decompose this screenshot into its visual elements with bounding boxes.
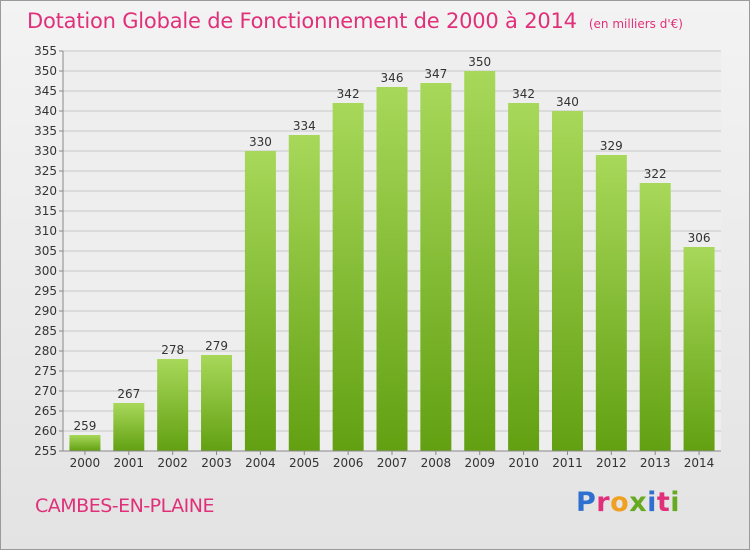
- data-label: 259: [73, 419, 96, 433]
- bar: [69, 435, 101, 451]
- y-tick-label: 350: [34, 64, 57, 78]
- data-label: 329: [600, 139, 623, 153]
- logo-letter: t: [656, 487, 671, 518]
- x-tick-label: 2009: [464, 456, 495, 470]
- data-label: 342: [512, 87, 535, 101]
- logo-letter: i: [647, 487, 657, 518]
- data-label: 340: [556, 95, 579, 109]
- x-tick-label: 2006: [333, 456, 364, 470]
- y-tick-label: 305: [34, 244, 57, 258]
- y-tick-label: 270: [34, 384, 57, 398]
- logo-letter: i: [670, 487, 681, 518]
- bar: [639, 183, 671, 451]
- y-tick-label: 280: [34, 344, 57, 358]
- bar: [464, 71, 496, 451]
- logo-letter: x: [629, 487, 648, 518]
- y-tick-label: 285: [34, 324, 57, 338]
- chart-subtitle: (en milliers d'€): [588, 17, 683, 31]
- bar: [113, 403, 145, 451]
- y-tick-label: 320: [34, 184, 57, 198]
- x-tick-label: 2001: [114, 456, 145, 470]
- bar: [157, 359, 189, 451]
- y-tick-label: 310: [34, 224, 57, 238]
- chart-title-row: Dotation Globale de Fonctionnement de 20…: [27, 9, 683, 33]
- logo-letter: r: [596, 487, 611, 518]
- bar: [201, 355, 233, 451]
- data-label: 347: [424, 67, 447, 81]
- y-tick-label: 265: [34, 404, 57, 418]
- data-label: 279: [205, 339, 228, 353]
- y-tick-label: 355: [34, 44, 57, 58]
- bar: [332, 103, 364, 451]
- logo-letter: P: [576, 487, 597, 518]
- chart-title: Dotation Globale de Fonctionnement de 20…: [27, 9, 577, 33]
- y-tick-label: 325: [34, 164, 57, 178]
- data-label: 306: [688, 231, 711, 245]
- y-tick-label: 335: [34, 124, 57, 138]
- data-label: 350: [468, 55, 491, 69]
- x-tick-label: 2014: [684, 456, 715, 470]
- bar: [288, 135, 320, 451]
- data-label: 267: [117, 387, 140, 401]
- x-tick-label: 2007: [377, 456, 408, 470]
- y-tick-label: 290: [34, 304, 57, 318]
- y-tick-label: 345: [34, 84, 57, 98]
- bar: [683, 247, 715, 451]
- bar: [595, 155, 627, 451]
- data-label: 342: [337, 87, 360, 101]
- y-tick-label: 315: [34, 204, 57, 218]
- bar: [508, 103, 540, 451]
- bar: [551, 111, 583, 451]
- x-tick-label: 2000: [70, 456, 101, 470]
- bar: [420, 83, 452, 451]
- data-label: 330: [249, 135, 272, 149]
- y-tick-label: 275: [34, 364, 57, 378]
- x-tick-label: 2008: [421, 456, 452, 470]
- y-tick-label: 255: [34, 444, 57, 458]
- x-tick-label: 2004: [245, 456, 276, 470]
- x-tick-label: 2003: [201, 456, 232, 470]
- y-tick-label: 300: [34, 264, 57, 278]
- y-tick-label: 330: [34, 144, 57, 158]
- logo-letter: o: [610, 487, 630, 518]
- x-tick-label: 2002: [157, 456, 188, 470]
- y-tick-label: 260: [34, 424, 57, 438]
- bar: [376, 87, 408, 451]
- x-tick-label: 2005: [289, 456, 320, 470]
- data-label: 346: [381, 71, 404, 85]
- bar: [244, 151, 276, 451]
- commune-name: CAMBES-EN-PLAINE: [35, 495, 215, 517]
- data-label: 334: [293, 119, 316, 133]
- x-tick-label: 2011: [552, 456, 583, 470]
- y-tick-label: 340: [34, 104, 57, 118]
- data-label: 322: [644, 167, 667, 181]
- y-tick-label: 295: [34, 284, 57, 298]
- x-tick-label: 2012: [596, 456, 627, 470]
- data-label: 278: [161, 343, 184, 357]
- x-tick-label: 2010: [508, 456, 539, 470]
- x-tick-label: 2013: [640, 456, 671, 470]
